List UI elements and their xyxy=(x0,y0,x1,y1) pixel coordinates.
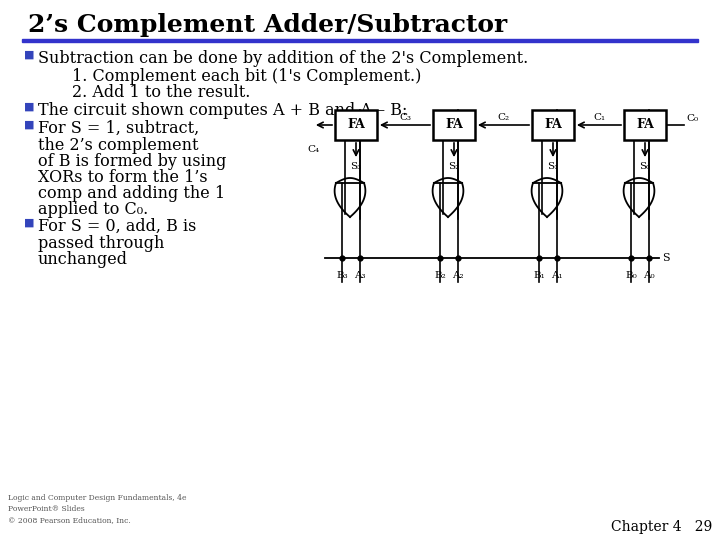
Text: For S = 0, add, B is: For S = 0, add, B is xyxy=(38,218,197,235)
Text: of B is formed by using: of B is formed by using xyxy=(38,153,226,170)
Text: B₀: B₀ xyxy=(625,271,637,280)
Text: C₀: C₀ xyxy=(686,114,698,123)
Text: C₃: C₃ xyxy=(399,113,411,122)
Text: comp and adding the 1: comp and adding the 1 xyxy=(38,185,225,202)
FancyBboxPatch shape xyxy=(433,110,475,140)
Text: FA: FA xyxy=(445,118,463,132)
Text: ■: ■ xyxy=(24,102,35,112)
FancyBboxPatch shape xyxy=(335,110,377,140)
FancyBboxPatch shape xyxy=(624,110,666,140)
Text: ■: ■ xyxy=(24,218,35,228)
Text: Chapter 4   29: Chapter 4 29 xyxy=(611,520,712,534)
Text: C₄: C₄ xyxy=(307,145,319,154)
Text: passed through: passed through xyxy=(38,235,164,252)
Text: ■: ■ xyxy=(24,50,35,60)
Text: S₀: S₀ xyxy=(639,162,651,171)
Text: FA: FA xyxy=(544,118,562,132)
Text: A₁: A₁ xyxy=(552,271,563,280)
Text: S₃: S₃ xyxy=(351,162,361,171)
Text: B₃: B₃ xyxy=(336,271,348,280)
Text: unchanged: unchanged xyxy=(38,251,128,268)
Text: A₀: A₀ xyxy=(643,271,654,280)
Text: FA: FA xyxy=(636,118,654,132)
Text: For S = 1, subtract,: For S = 1, subtract, xyxy=(38,120,199,137)
Text: The circuit shown computes A + B and A – B:: The circuit shown computes A + B and A –… xyxy=(38,102,408,119)
Text: FA: FA xyxy=(347,118,365,132)
Bar xyxy=(22,38,698,42)
FancyBboxPatch shape xyxy=(532,110,574,140)
Text: A₂: A₂ xyxy=(452,271,464,280)
Text: S₂: S₂ xyxy=(449,162,459,171)
Text: C₁: C₁ xyxy=(593,113,605,122)
Text: Logic and Computer Design Fundamentals, 4e
PowerPoint® Slides
© 2008 Pearson Edu: Logic and Computer Design Fundamentals, … xyxy=(8,494,186,524)
Text: Subtraction can be done by addition of the 2's Complement.: Subtraction can be done by addition of t… xyxy=(38,50,528,67)
Text: 1. Complement each bit (1's Complement.): 1. Complement each bit (1's Complement.) xyxy=(72,68,421,85)
Text: XORs to form the 1’s: XORs to form the 1’s xyxy=(38,169,207,186)
Text: ■: ■ xyxy=(24,120,35,130)
Text: S: S xyxy=(662,253,670,263)
Text: B₂: B₂ xyxy=(434,271,446,280)
Text: C₂: C₂ xyxy=(498,113,510,122)
Text: the 2’s complement: the 2’s complement xyxy=(38,137,199,154)
Text: A₃: A₃ xyxy=(354,271,366,280)
Text: B₁: B₁ xyxy=(533,271,545,280)
Text: S₁: S₁ xyxy=(547,162,559,171)
Text: 2’s Complement Adder/Subtractor: 2’s Complement Adder/Subtractor xyxy=(28,13,507,37)
Text: applied to C₀.: applied to C₀. xyxy=(38,201,148,218)
Text: 2. Add 1 to the result.: 2. Add 1 to the result. xyxy=(72,84,251,101)
